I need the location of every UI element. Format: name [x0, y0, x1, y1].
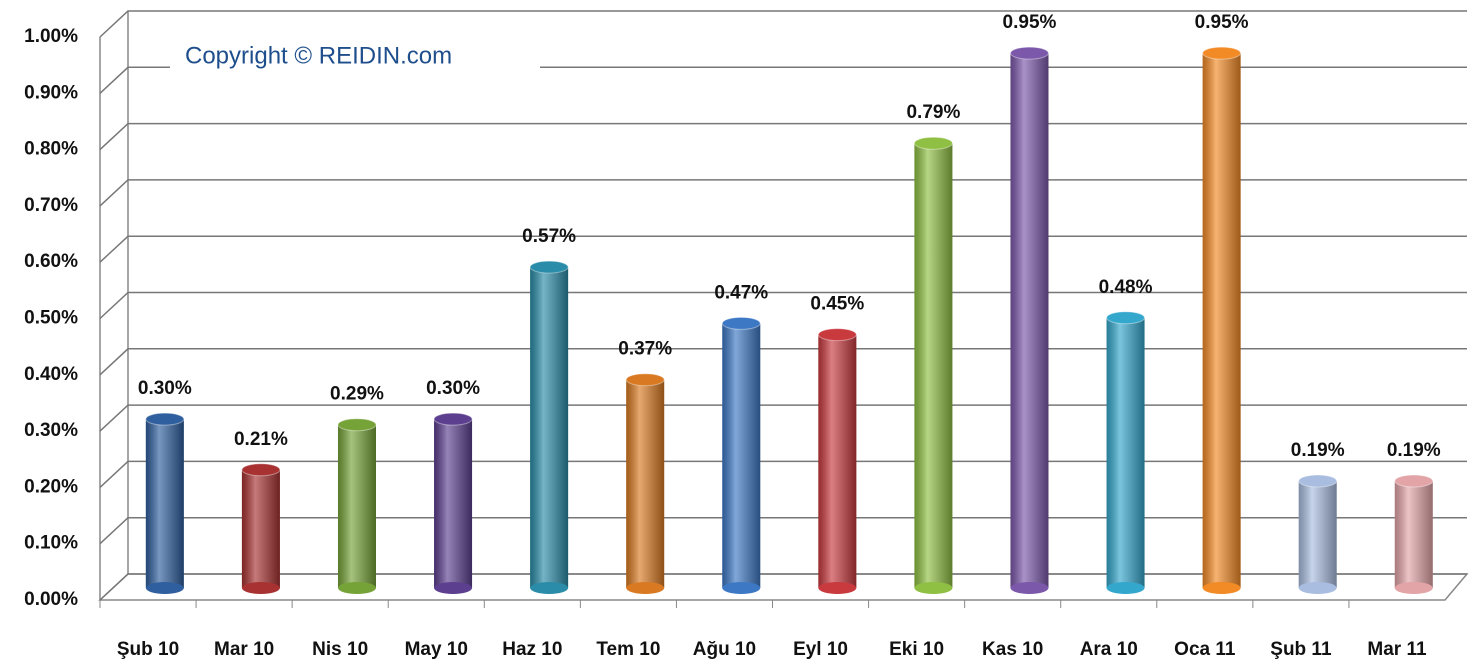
value-label: 0.45% — [810, 294, 864, 315]
bar-base — [626, 582, 665, 594]
bar-base — [722, 582, 761, 594]
bar-base — [337, 582, 376, 594]
value-label: 0.30% — [426, 378, 480, 399]
bar-base — [914, 582, 953, 594]
y-tick-label: 0.90% — [24, 82, 78, 103]
x-tick-label: Şub 11 — [1270, 639, 1332, 660]
y-tick-label: 0.60% — [24, 251, 78, 272]
value-label: 0.48% — [1099, 277, 1153, 298]
floor — [98, 573, 1469, 601]
bar-shade — [818, 334, 857, 588]
value-label: 0.79% — [906, 102, 960, 123]
x-tick-label: May 10 — [405, 639, 468, 660]
grid-line — [99, 179, 1467, 207]
grid-line — [99, 348, 1467, 376]
value-label: 0.30% — [138, 378, 192, 399]
y-tick-label: 0.00% — [24, 589, 78, 610]
value-label: 0.95% — [1003, 12, 1057, 33]
bar-cap — [913, 136, 953, 150]
grid-line — [99, 122, 1467, 151]
value-label: 0.37% — [618, 339, 672, 360]
x-tick-label: Kas 10 — [982, 639, 1043, 660]
bar-cap — [625, 373, 665, 387]
grid-line — [99, 460, 1467, 488]
bar-cap — [721, 316, 761, 330]
bar-base — [241, 582, 280, 594]
bar-shade — [1010, 53, 1049, 588]
bar-shade — [1202, 53, 1241, 588]
x-tick-label: Mar 11 — [1367, 639, 1427, 660]
bar-base — [1202, 582, 1241, 594]
value-label: 0.19% — [1387, 440, 1441, 461]
bar-base — [1394, 582, 1433, 594]
bar-base — [1298, 582, 1337, 594]
annotation: Copyright © REIDIN.com — [185, 42, 452, 69]
x-tick-label: Eki 10 — [889, 639, 944, 660]
grid-line — [99, 291, 1467, 320]
grid-line — [99, 235, 1467, 263]
bar-base — [145, 582, 184, 594]
x-tick-label: Ağu 10 — [693, 639, 756, 660]
bar-cap — [1394, 474, 1434, 488]
bar-cap — [529, 260, 569, 274]
bar-base — [818, 582, 857, 594]
bar-shade — [530, 267, 569, 588]
bar-shade — [1394, 481, 1433, 588]
bar-shade — [434, 419, 473, 588]
value-label: 0.21% — [234, 429, 288, 450]
y-tick-label: 0.10% — [24, 533, 78, 554]
bar-shade — [914, 143, 953, 589]
y-tick-label: 0.80% — [24, 139, 78, 160]
x-tick-label: Şub 10 — [117, 639, 179, 660]
value-label: 0.47% — [714, 282, 768, 303]
value-label: 0.57% — [522, 226, 576, 247]
bar-shade — [145, 419, 184, 588]
bar-shade — [1298, 481, 1337, 588]
bar-shade — [241, 469, 280, 588]
bar-cap — [817, 328, 857, 342]
y-tick-label: 0.40% — [24, 364, 78, 385]
y-tick-label: 0.20% — [24, 476, 78, 497]
y-tick-label: 1.00% — [24, 26, 78, 47]
x-tick-label: Haz 10 — [502, 639, 562, 660]
y-tick-label: 0.30% — [24, 420, 78, 441]
y-tick-label: 0.70% — [24, 195, 78, 216]
x-tick-label: Ara 10 — [1080, 639, 1138, 660]
x-tick-label: Oca 11 — [1174, 639, 1236, 660]
bar-shade — [337, 424, 376, 588]
bar-cap — [1298, 474, 1338, 488]
bar-base — [1106, 582, 1145, 594]
grid-line — [99, 404, 1467, 432]
bar-cap — [145, 412, 185, 426]
note-bg — [170, 38, 540, 78]
bar-cap — [433, 412, 473, 426]
x-tick-label: Tem 10 — [596, 639, 660, 660]
bar-base — [434, 582, 473, 594]
bar-cap — [1202, 46, 1242, 60]
x-tick-label: Mar 10 — [214, 639, 274, 660]
bar-shade — [722, 323, 761, 588]
grid-line — [99, 516, 1467, 545]
bar-base — [530, 582, 569, 594]
x-tick-label: Eyl 10 — [793, 639, 848, 660]
bar-cap — [1106, 311, 1146, 325]
bar-shade — [1106, 317, 1145, 588]
value-label: 0.19% — [1291, 440, 1345, 461]
bar-cap — [1009, 46, 1049, 60]
bar-shade — [626, 379, 665, 588]
grid-line — [99, 10, 1467, 38]
bar-cap — [337, 418, 377, 432]
bar-base — [1010, 582, 1049, 594]
value-label: 0.95% — [1195, 12, 1249, 33]
x-tick-label: Nis 10 — [312, 639, 368, 660]
bar-cap — [241, 463, 281, 477]
value-label: 0.29% — [330, 384, 384, 405]
y-tick-label: 0.50% — [24, 308, 78, 329]
